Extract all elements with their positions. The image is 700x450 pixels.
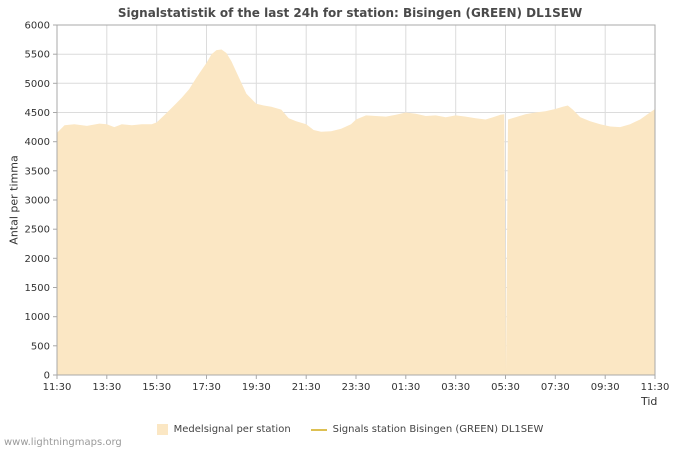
svg-text:13:30: 13:30	[92, 382, 121, 393]
legend-item-line: Signals station Bisingen (GREEN) DL1SEW	[310, 424, 544, 435]
legend-label: Signals station Bisingen (GREEN) DL1SEW	[332, 424, 544, 435]
svg-text:1000: 1000	[25, 312, 50, 323]
svg-text:3000: 3000	[25, 196, 50, 207]
svg-text:15:30: 15:30	[142, 382, 171, 393]
page-title: Signalstatistik of the last 24h for stat…	[117, 6, 583, 20]
svg-text:5000: 5000	[25, 79, 50, 90]
svg-text:03:30: 03:30	[441, 382, 470, 393]
svg-text:17:30: 17:30	[192, 382, 221, 393]
svg-text:6000: 6000	[25, 21, 50, 32]
area-swatch-icon	[156, 424, 168, 435]
legend: Medelsignal per station Signals station …	[0, 424, 700, 435]
svg-text:3500: 3500	[25, 166, 50, 177]
svg-text:09:30: 09:30	[591, 382, 620, 393]
x-axis-label: Tid	[641, 395, 658, 408]
svg-text:500: 500	[31, 341, 50, 352]
svg-text:11:30: 11:30	[43, 382, 72, 393]
svg-text:5500: 5500	[25, 50, 50, 61]
svg-text:07:30: 07:30	[541, 382, 570, 393]
svg-text:01:30: 01:30	[391, 382, 420, 393]
svg-text:05:30: 05:30	[491, 382, 520, 393]
svg-text:21:30: 21:30	[292, 382, 321, 393]
svg-text:19:30: 19:30	[242, 382, 271, 393]
svg-text:4500: 4500	[25, 108, 50, 119]
y-axis-label: Antal per timma	[7, 155, 21, 245]
svg-text:1500: 1500	[25, 283, 50, 294]
watermark: www.lightningmaps.org	[4, 437, 122, 448]
legend-label: Medelsignal per station	[173, 424, 291, 435]
svg-text:11:30: 11:30	[641, 382, 670, 393]
legend-item-area: Medelsignal per station	[156, 424, 291, 435]
svg-text:2500: 2500	[25, 225, 50, 236]
line-swatch-icon	[310, 428, 327, 431]
svg-text:23:30: 23:30	[342, 382, 371, 393]
svg-text:0: 0	[44, 371, 50, 382]
svg-text:2000: 2000	[25, 254, 50, 265]
svg-text:4000: 4000	[25, 137, 50, 148]
